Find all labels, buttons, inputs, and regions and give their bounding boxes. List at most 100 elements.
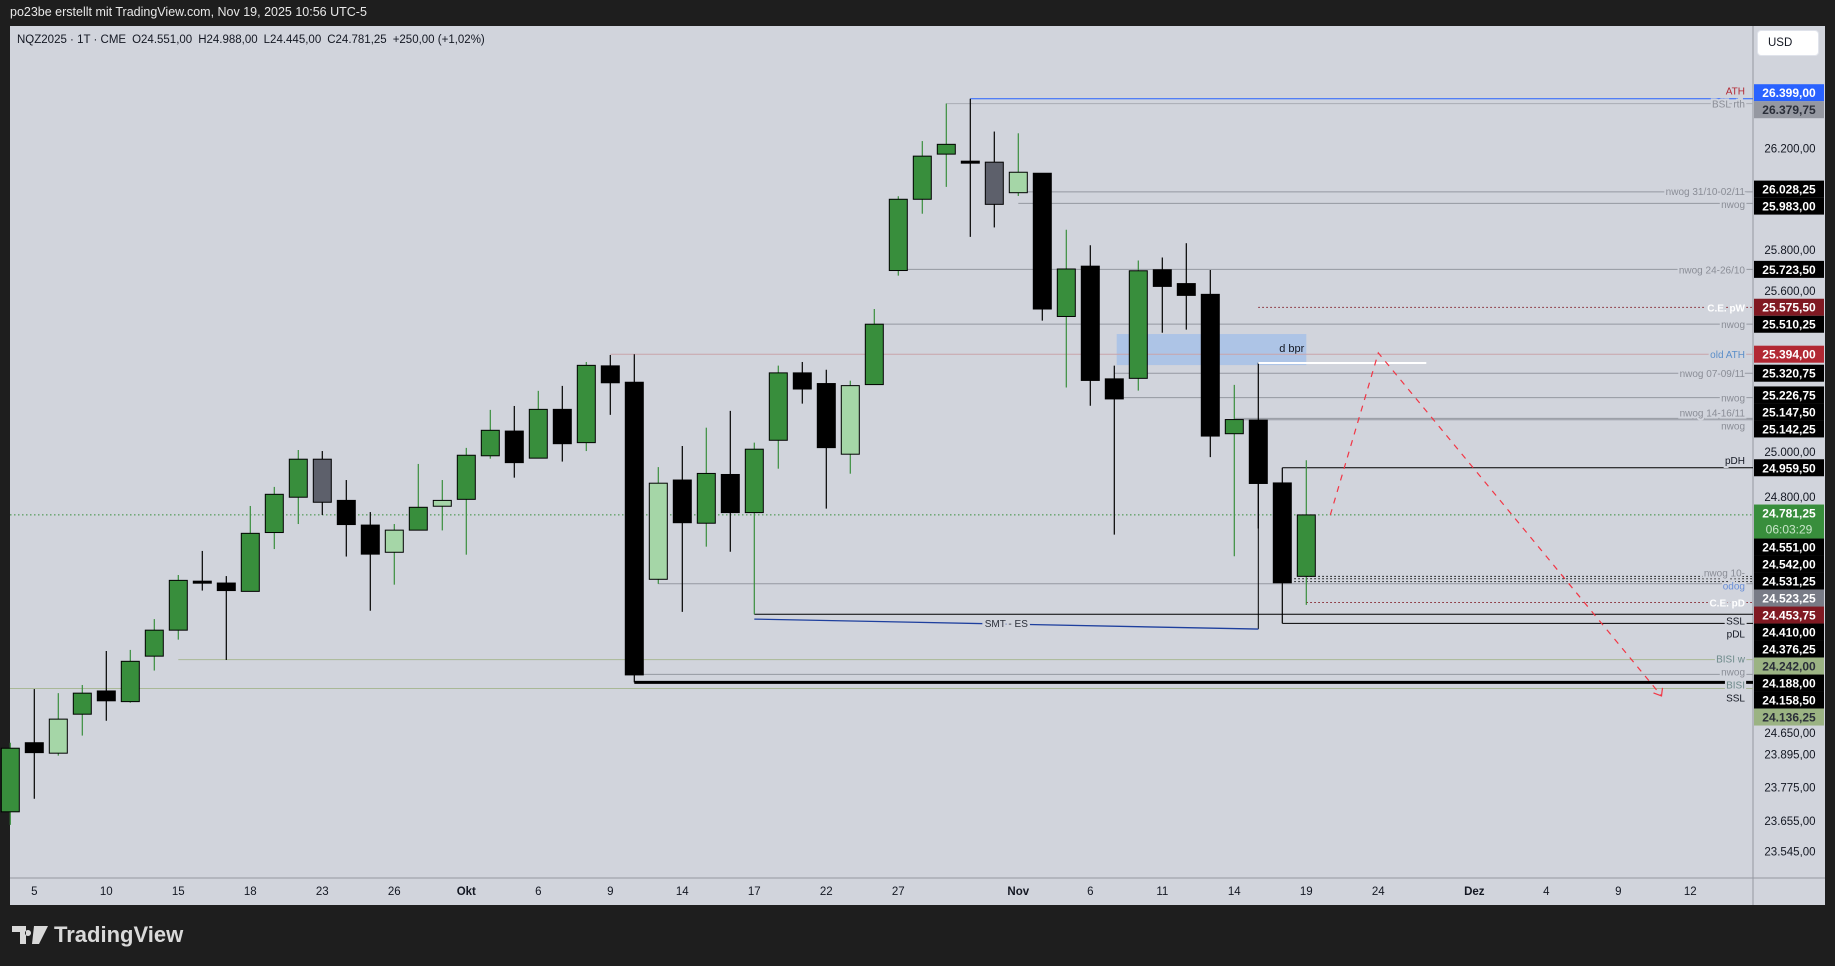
price-label[interactable]: 25.723,50 bbox=[1754, 260, 1824, 278]
candle[interactable] bbox=[840, 380, 860, 474]
candle[interactable] bbox=[1296, 460, 1316, 605]
candle[interactable] bbox=[120, 649, 140, 703]
price-label[interactable]: 26.379,75 bbox=[1754, 101, 1824, 119]
price-tick-label: 23.545,00 bbox=[1764, 847, 1815, 859]
candle[interactable] bbox=[240, 505, 260, 592]
price-label[interactable]: 25.142,25 bbox=[1754, 420, 1824, 438]
candle[interactable] bbox=[1224, 384, 1244, 557]
candle[interactable] bbox=[48, 693, 68, 756]
currency-selector[interactable]: USD bbox=[1757, 30, 1819, 56]
price-label[interactable]: 26.399,00 bbox=[1754, 84, 1824, 102]
candle[interactable] bbox=[1008, 133, 1028, 196]
candle[interactable] bbox=[144, 619, 164, 671]
candle[interactable] bbox=[1200, 270, 1220, 458]
candle[interactable] bbox=[600, 354, 620, 415]
candle[interactable] bbox=[384, 524, 404, 585]
candle[interactable] bbox=[216, 576, 236, 660]
price-label[interactable]: 25.394,00 bbox=[1754, 345, 1824, 363]
candle[interactable] bbox=[672, 446, 692, 612]
candle-body bbox=[816, 383, 836, 449]
smt-line[interactable] bbox=[754, 618, 1259, 630]
candle[interactable] bbox=[24, 689, 44, 799]
candle-body bbox=[720, 473, 740, 514]
tradingview-logo[interactable]: TradingView bbox=[12, 922, 183, 948]
candle[interactable] bbox=[504, 405, 524, 478]
candle[interactable] bbox=[768, 365, 788, 469]
candle[interactable] bbox=[96, 651, 116, 721]
price-label[interactable]: 25.983,00 bbox=[1754, 197, 1824, 215]
price-label[interactable]: 24.523,25 bbox=[1754, 589, 1824, 607]
candle[interactable] bbox=[744, 442, 764, 615]
price-label[interactable]: 25.575,50 bbox=[1754, 298, 1824, 316]
price-label[interactable]: 24.959,50 bbox=[1754, 459, 1824, 477]
price-label-value: 25.510,25 bbox=[1762, 318, 1816, 332]
level-label: nwog 31/10-02/11 bbox=[1666, 187, 1746, 198]
candle[interactable] bbox=[984, 131, 1004, 228]
price-label[interactable]: 24.781,25 06:03:29 bbox=[1754, 504, 1824, 539]
candle[interactable] bbox=[336, 480, 356, 557]
candle[interactable] bbox=[816, 369, 836, 509]
projection-path[interactable] bbox=[1329, 351, 1662, 697]
price-label[interactable]: 25.147,50 bbox=[1754, 403, 1824, 421]
candle[interactable] bbox=[168, 575, 188, 640]
candle-body bbox=[96, 690, 116, 702]
price-label[interactable]: 24.376,25 bbox=[1754, 640, 1824, 658]
candle[interactable] bbox=[312, 451, 332, 515]
candle[interactable] bbox=[912, 141, 932, 214]
price-label[interactable]: 24.136,25 bbox=[1754, 708, 1824, 726]
candle[interactable] bbox=[696, 427, 716, 547]
candle[interactable] bbox=[1056, 229, 1076, 388]
candle-body bbox=[480, 429, 500, 457]
candle[interactable] bbox=[648, 467, 668, 584]
candle[interactable] bbox=[264, 486, 284, 550]
price-label[interactable]: 24.542,00 bbox=[1754, 555, 1824, 573]
candle[interactable] bbox=[1080, 245, 1100, 406]
price-label[interactable]: 24.410,00 bbox=[1754, 623, 1824, 641]
candle[interactable] bbox=[552, 385, 572, 462]
price-label[interactable]: 25.320,75 bbox=[1754, 364, 1824, 382]
candle[interactable] bbox=[456, 447, 476, 555]
candle[interactable] bbox=[792, 361, 812, 404]
candle[interactable] bbox=[0, 742, 20, 825]
price-label[interactable]: 24.551,00 bbox=[1754, 538, 1824, 556]
candle[interactable] bbox=[360, 512, 380, 611]
candle[interactable] bbox=[960, 98, 980, 237]
price-label[interactable]: 25.226,75 bbox=[1754, 386, 1824, 404]
candle[interactable] bbox=[1128, 260, 1148, 391]
time-tick-label: 10 bbox=[100, 886, 113, 898]
price-label[interactable]: 26.028,25 bbox=[1754, 180, 1824, 198]
candle[interactable] bbox=[1032, 172, 1052, 321]
candle[interactable] bbox=[528, 390, 548, 459]
price-label-bg bbox=[1754, 657, 1824, 675]
candle[interactable] bbox=[624, 354, 644, 683]
chart-pane[interactable] bbox=[10, 26, 1753, 878]
candle[interactable] bbox=[720, 410, 740, 552]
price-label[interactable]: 24.531,25 bbox=[1754, 572, 1824, 590]
candle[interactable] bbox=[888, 196, 908, 276]
price-label[interactable]: 24.158,50 bbox=[1754, 691, 1824, 709]
time-axis[interactable] bbox=[10, 878, 1753, 905]
symbol-name[interactable]: NQZ2025 · 1T · CME bbox=[17, 34, 127, 46]
candle[interactable] bbox=[1152, 257, 1172, 333]
price-label-bg bbox=[1754, 345, 1824, 363]
price-label[interactable]: 24.453,75 bbox=[1754, 606, 1824, 624]
candle[interactable] bbox=[432, 480, 452, 531]
price-label[interactable]: 24.242,00 bbox=[1754, 657, 1824, 675]
price-label[interactable]: 24.188,00 bbox=[1754, 674, 1824, 692]
candle[interactable] bbox=[192, 550, 212, 591]
candle[interactable] bbox=[576, 361, 596, 452]
candle[interactable] bbox=[1272, 467, 1292, 624]
candle[interactable] bbox=[1104, 365, 1124, 535]
candle[interactable] bbox=[288, 449, 308, 525]
price-label-bg bbox=[1754, 364, 1824, 382]
level-label: nwog 10- bbox=[1704, 568, 1745, 579]
symbol-legend[interactable]: NQZ2025 · 1T · CME O24.551,00 H24.988,00 L2… bbox=[17, 34, 491, 46]
candle[interactable] bbox=[480, 409, 500, 459]
candle[interactable] bbox=[408, 463, 428, 531]
price-label[interactable]: 25.510,25 bbox=[1754, 315, 1824, 333]
candle[interactable] bbox=[72, 684, 92, 736]
candle[interactable] bbox=[1176, 243, 1196, 330]
candle[interactable] bbox=[864, 309, 884, 386]
candle[interactable] bbox=[936, 103, 956, 187]
